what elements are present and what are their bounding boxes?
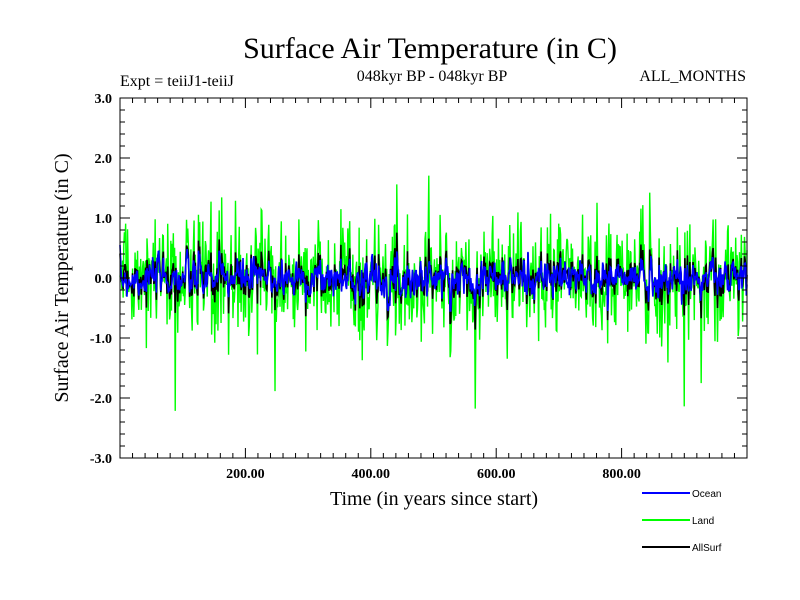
y-tick-label: -1.0	[90, 332, 112, 347]
y-tick-label: 1.0	[95, 212, 113, 227]
series-line-ocean	[119, 244, 748, 312]
plot-series	[119, 175, 748, 411]
x-tick-label: 400.00	[352, 467, 391, 482]
legend-label-land: Land	[692, 516, 714, 527]
period-label: 048kyr BP - 048kyr BP	[357, 68, 508, 85]
x-axis-label: Time (in years since start)	[330, 488, 538, 510]
y-tick-label: 0.0	[95, 272, 113, 287]
y-axis-label: Surface Air Temperature (in C)	[51, 153, 73, 402]
x-tick-label: 600.00	[477, 467, 516, 482]
expt-label: Expt = teiiJ1-teiiJ	[120, 73, 234, 90]
months-label: ALL_MONTHS	[639, 68, 746, 85]
y-tick-label: -2.0	[90, 392, 112, 407]
legend: Ocean Land AllSurf	[642, 489, 722, 554]
y-tick-label: 3.0	[95, 92, 113, 107]
x-tick-label: 200.00	[226, 467, 265, 482]
y-tick-label: 2.0	[95, 152, 113, 167]
x-tick-label: 800.00	[602, 467, 641, 482]
y-tick-label: -3.0	[90, 452, 112, 467]
legend-label-allsurf: AllSurf	[692, 543, 722, 554]
chart-title: Surface Air Temperature (in C)	[243, 32, 617, 65]
legend-label-ocean: Ocean	[692, 489, 721, 500]
axis-ticks: 200.00 400.00 600.00 800.00 3.0 2.0 1.0 0.0 -1.0…	[90, 92, 747, 482]
